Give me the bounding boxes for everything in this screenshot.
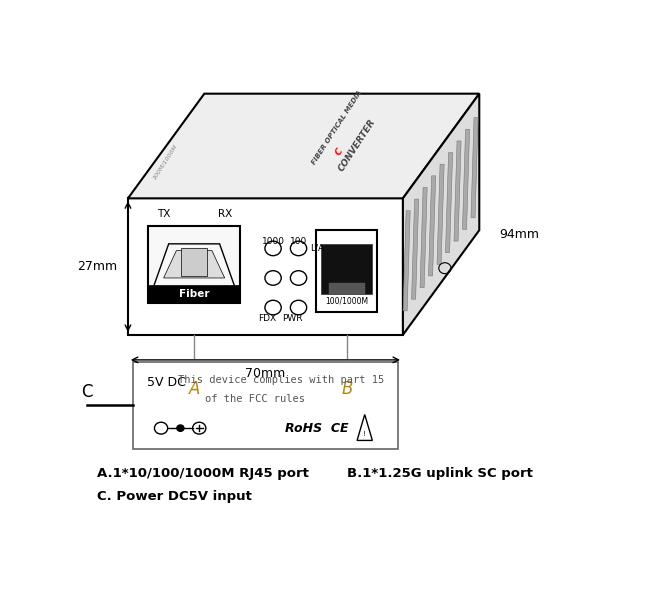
Text: 70mm: 70mm — [245, 367, 286, 380]
Text: This device complies with part 15: This device complies with part 15 — [177, 375, 384, 385]
Text: B: B — [341, 381, 353, 398]
Text: 100/1000M: 100/1000M — [325, 296, 369, 306]
Bar — [329, 282, 365, 294]
Polygon shape — [128, 93, 480, 199]
Text: Fiber: Fiber — [179, 289, 210, 299]
Polygon shape — [403, 211, 410, 311]
Polygon shape — [445, 152, 453, 253]
Polygon shape — [148, 285, 240, 303]
Text: 100: 100 — [290, 237, 307, 246]
Text: CONVERTER: CONVERTER — [337, 118, 377, 173]
Text: C: C — [81, 383, 93, 401]
Text: 100M/1000M: 100M/1000M — [152, 143, 178, 180]
Text: L/A: L/A — [310, 244, 325, 253]
Text: RX: RX — [217, 209, 232, 219]
Circle shape — [177, 425, 184, 431]
Polygon shape — [403, 93, 480, 335]
Text: C. Power DC5V input: C. Power DC5V input — [97, 490, 252, 503]
Text: FDX: FDX — [258, 314, 276, 323]
Text: 5V DC: 5V DC — [147, 376, 185, 389]
Polygon shape — [148, 226, 240, 303]
Text: B.1*1.25G uplink SC port: B.1*1.25G uplink SC port — [347, 467, 533, 480]
Text: FIBER OPTICAL MEDIA: FIBER OPTICAL MEDIA — [311, 89, 363, 165]
Polygon shape — [128, 199, 403, 335]
Text: C: C — [334, 147, 346, 157]
Polygon shape — [471, 118, 478, 218]
Bar — [321, 244, 373, 294]
Polygon shape — [463, 129, 470, 229]
Polygon shape — [164, 251, 225, 278]
Text: RoHS  CE: RoHS CE — [284, 421, 348, 434]
Polygon shape — [420, 187, 427, 288]
Text: 1000: 1000 — [261, 237, 284, 246]
Bar — [181, 248, 207, 275]
Text: 94mm: 94mm — [500, 228, 539, 241]
Text: !: ! — [363, 431, 366, 437]
Text: A.1*10/100/1000M RJ45 port: A.1*10/100/1000M RJ45 port — [97, 467, 309, 480]
Polygon shape — [454, 141, 461, 241]
Text: 27mm: 27mm — [78, 260, 118, 273]
Polygon shape — [428, 176, 436, 276]
Text: A: A — [189, 381, 200, 398]
Text: PWR: PWR — [282, 314, 303, 323]
Polygon shape — [437, 164, 444, 264]
Polygon shape — [411, 199, 419, 299]
Text: of the FCC rules: of the FCC rules — [205, 394, 306, 404]
Text: TX: TX — [157, 209, 170, 219]
Bar — [133, 362, 398, 449]
Bar — [317, 230, 378, 312]
